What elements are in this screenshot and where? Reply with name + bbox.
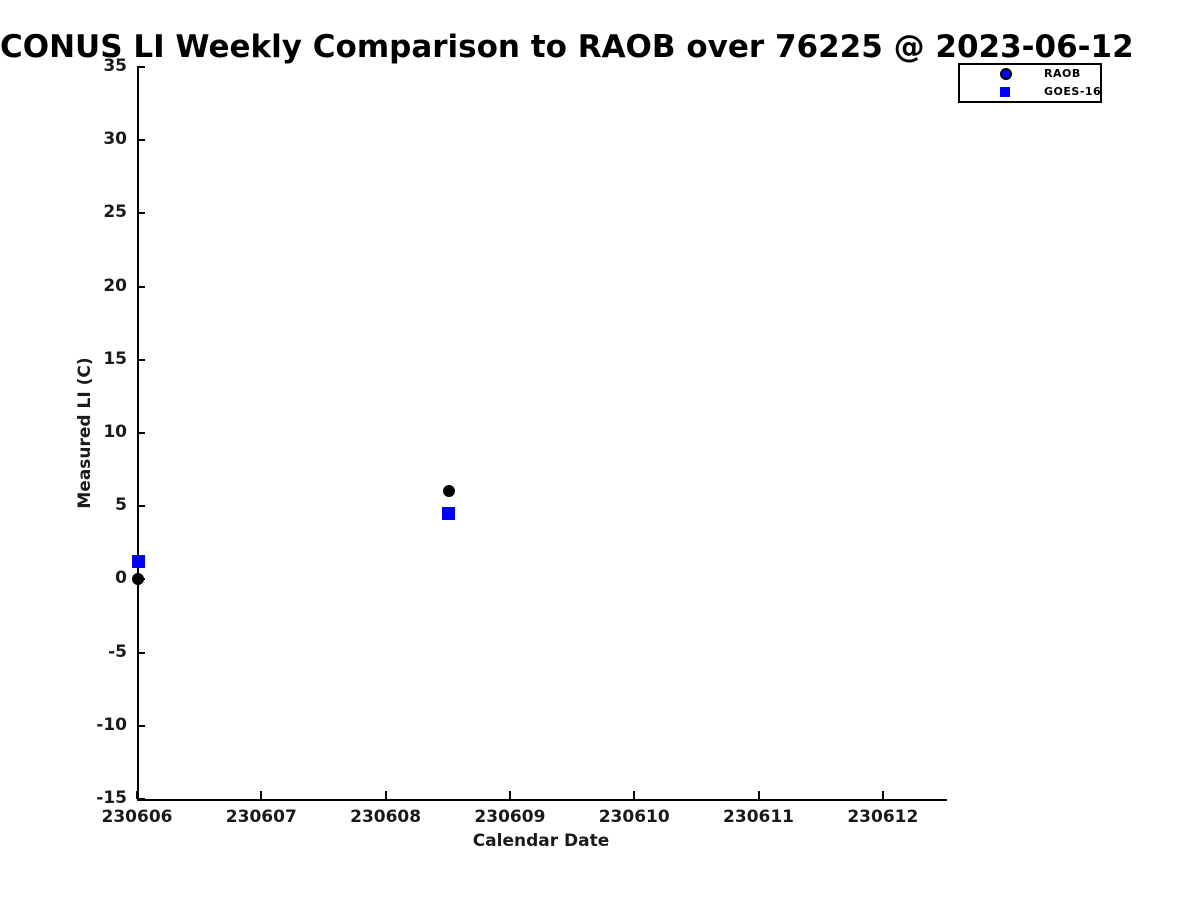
x-tick [136, 791, 138, 799]
chart-title: CONUS LI Weekly Comparison to RAOB over … [0, 29, 1134, 65]
y-tick [137, 285, 145, 288]
y-tick-label: -15 [96, 788, 127, 808]
y-tick [137, 724, 145, 727]
x-tick-label: 230606 [101, 807, 173, 827]
x-tick [260, 791, 263, 799]
x-tick-label: 230607 [225, 807, 297, 827]
x-tick-label: 230609 [474, 807, 546, 827]
plot-area [137, 67, 947, 801]
x-tick-label: 230612 [847, 807, 919, 827]
y-tick-label: 0 [115, 568, 127, 589]
raob-circle-marker-icon [1000, 68, 1012, 80]
goes-16-data-point [131, 554, 145, 568]
y-tick [137, 651, 145, 654]
y-tick [137, 505, 145, 508]
raob-data-point [132, 572, 144, 585]
y-tick [137, 798, 145, 800]
y-tick-label: 30 [103, 129, 127, 150]
y-tick [137, 432, 145, 434]
legend-item-raob: RAOB [960, 65, 1100, 83]
x-tick [881, 791, 884, 799]
goes16-square-marker-icon [1000, 87, 1010, 97]
y-tick-label: 20 [103, 275, 127, 296]
legend: RAOB GOES-16 [958, 63, 1102, 103]
x-tick [633, 791, 636, 799]
legend-item-goes16: GOES-16 [960, 83, 1102, 101]
y-tick-label: 10 [103, 422, 127, 442]
x-tick [384, 791, 387, 799]
x-tick-label: 230608 [350, 807, 422, 827]
y-tick [137, 212, 145, 215]
x-tick-label: 230610 [598, 807, 670, 827]
x-tick [757, 791, 760, 799]
y-tick [137, 358, 145, 361]
x-tick-label: 230611 [723, 807, 795, 827]
legend-label-raob: RAOB [1044, 67, 1081, 80]
y-tick-label: 35 [103, 56, 127, 76]
x-axis-label: Calendar Date [472, 831, 610, 851]
y-tick-label: 5 [115, 495, 127, 516]
y-axis-label: Measured LI (C) [75, 357, 95, 509]
y-tick-label: -10 [96, 714, 127, 735]
y-tick [137, 66, 145, 68]
y-tick [137, 139, 145, 142]
legend-label-goes16: GOES-16 [1044, 85, 1102, 98]
y-tick-label: -5 [108, 641, 127, 662]
y-tick-label: 25 [103, 202, 127, 223]
raob-data-point [442, 485, 455, 498]
goes-16-data-point [442, 506, 456, 520]
y-tick-label: 15 [103, 348, 127, 369]
x-tick [508, 791, 511, 799]
